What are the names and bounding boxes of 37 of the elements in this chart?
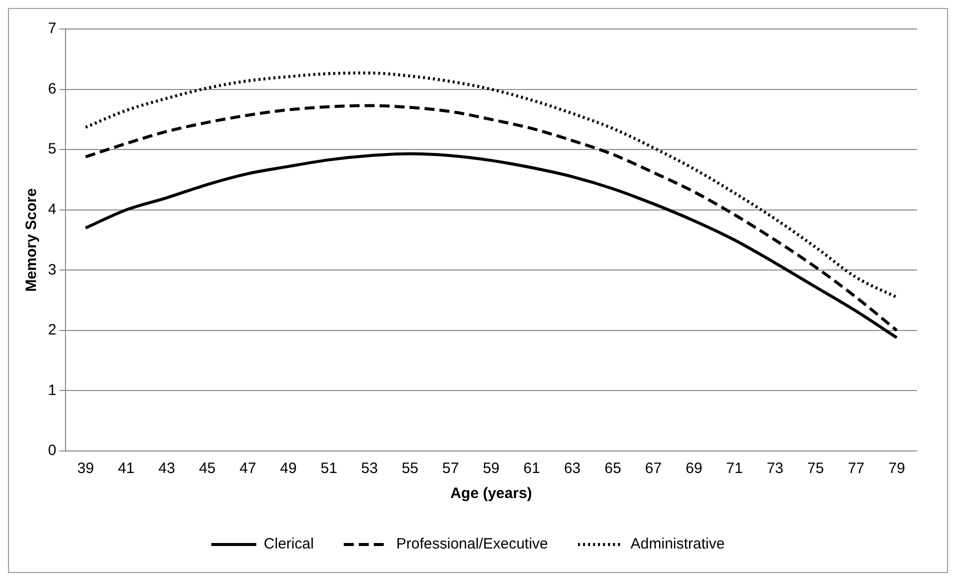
x-tick-label: 73 — [766, 460, 784, 478]
y-tick-label: 4 — [48, 201, 56, 218]
y-axis-title: Memory Score — [23, 188, 40, 292]
x-tick-label: 75 — [807, 460, 824, 478]
legend-label: Administrative — [630, 536, 725, 553]
y-tick-label: 0 — [48, 442, 56, 460]
line-series — [84, 104, 898, 332]
legend-label: Clerical — [264, 536, 314, 553]
x-tick-label: 45 — [198, 460, 216, 478]
x-tick-label: 77 — [848, 460, 865, 478]
x-tick-label: 79 — [888, 460, 906, 478]
y-tick-label: 2 — [48, 322, 56, 339]
y-tick-label: 3 — [48, 261, 56, 278]
y-tick-label: 1 — [48, 382, 56, 399]
legend-label: Professional/Executive — [396, 536, 548, 553]
x-tick-label: 53 — [361, 460, 378, 478]
x-tick-label: 63 — [564, 460, 581, 478]
x-tick-label: 65 — [604, 460, 622, 478]
x-tick-label: 59 — [482, 460, 500, 478]
x-tick-label: 47 — [239, 460, 256, 478]
x-tick-label: 61 — [523, 460, 540, 478]
y-tick-label: 5 — [48, 140, 56, 158]
line-series — [84, 152, 898, 340]
x-tick-label: 69 — [686, 460, 702, 478]
x-tick-label: 71 — [726, 460, 743, 478]
x-tick-label: 49 — [280, 460, 297, 478]
x-tick-label: 51 — [320, 460, 338, 478]
y-tick-label: 7 — [48, 20, 56, 38]
y-tick-label: 6 — [48, 80, 56, 98]
x-tick-label: 39 — [77, 460, 94, 478]
line-series — [84, 72, 898, 299]
x-tick-label: 67 — [645, 460, 662, 478]
x-tick-label: 43 — [158, 460, 176, 478]
x-tick-label: 55 — [402, 460, 418, 478]
x-axis-title: Age (years) — [450, 485, 532, 502]
x-tick-label: 57 — [442, 460, 459, 478]
x-tick-label: 41 — [118, 460, 135, 478]
